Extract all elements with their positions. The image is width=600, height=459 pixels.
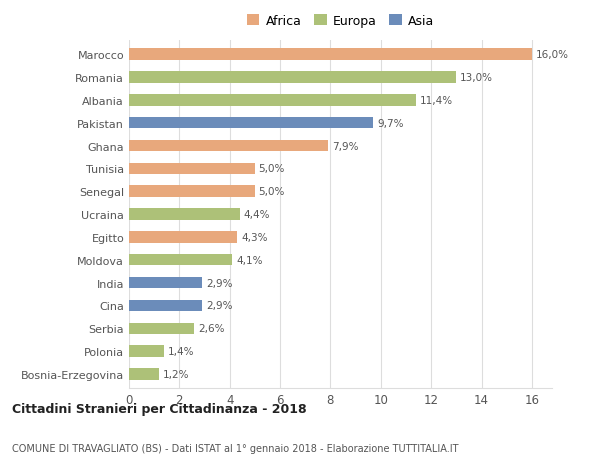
- Bar: [129, 323, 194, 334]
- Bar: [129, 186, 255, 197]
- Bar: [129, 346, 164, 357]
- Bar: [129, 118, 373, 129]
- Text: COMUNE DI TRAVAGLIATO (BS) - Dati ISTAT al 1° gennaio 2018 - Elaborazione TUTTIT: COMUNE DI TRAVAGLIATO (BS) - Dati ISTAT …: [12, 443, 458, 453]
- Text: 11,4%: 11,4%: [420, 95, 453, 106]
- Legend: Africa, Europa, Asia: Africa, Europa, Asia: [243, 11, 438, 32]
- Bar: [129, 140, 328, 152]
- Text: 4,3%: 4,3%: [241, 232, 268, 242]
- Text: 7,9%: 7,9%: [332, 141, 358, 151]
- Text: 2,6%: 2,6%: [198, 324, 225, 334]
- Text: 13,0%: 13,0%: [460, 73, 493, 83]
- Text: 4,4%: 4,4%: [244, 210, 270, 219]
- Bar: [129, 277, 202, 289]
- Text: 5,0%: 5,0%: [259, 187, 285, 197]
- Bar: [129, 254, 232, 266]
- Bar: [129, 300, 202, 312]
- Bar: [129, 95, 416, 106]
- Text: 4,1%: 4,1%: [236, 255, 263, 265]
- Bar: [129, 369, 159, 380]
- Text: 5,0%: 5,0%: [259, 164, 285, 174]
- Text: 1,4%: 1,4%: [168, 347, 194, 356]
- Text: 9,7%: 9,7%: [377, 118, 404, 129]
- Text: Cittadini Stranieri per Cittadinanza - 2018: Cittadini Stranieri per Cittadinanza - 2…: [12, 403, 307, 415]
- Bar: [129, 49, 532, 61]
- Bar: [129, 163, 255, 175]
- Text: 2,9%: 2,9%: [206, 278, 232, 288]
- Text: 1,2%: 1,2%: [163, 369, 190, 379]
- Bar: [129, 232, 237, 243]
- Text: 16,0%: 16,0%: [536, 50, 569, 60]
- Text: 2,9%: 2,9%: [206, 301, 232, 311]
- Bar: [129, 72, 457, 84]
- Bar: [129, 209, 240, 220]
